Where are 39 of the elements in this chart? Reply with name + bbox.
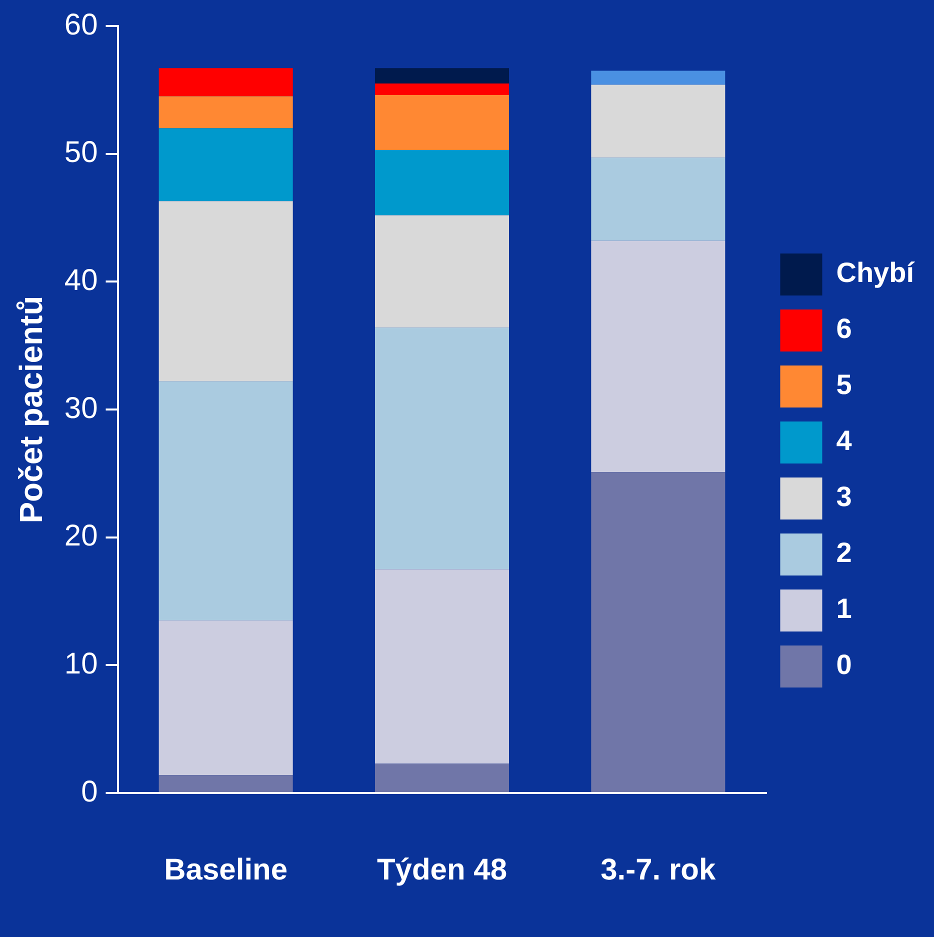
bar [374, 150, 509, 216]
y-tick-label: 40 [64, 264, 98, 297]
bar [158, 775, 293, 792]
bar [158, 381, 293, 620]
bar [158, 96, 293, 128]
bar [374, 68, 509, 84]
bar [591, 240, 726, 472]
legend-label: Chybí [836, 257, 916, 288]
bar [158, 128, 293, 202]
bar [591, 84, 726, 158]
legend-label: 2 [836, 537, 852, 568]
y-tick-label: 50 [64, 136, 98, 170]
legend-label: 1 [836, 593, 852, 624]
legend-label: 5 [836, 369, 852, 400]
x-tick-label: Týden 48 [376, 853, 508, 886]
y-axis-title: Počet pacientů [13, 296, 50, 524]
bar [591, 472, 726, 792]
y-tick-label: 10 [64, 647, 98, 680]
bar [591, 158, 726, 241]
y-tick-label: 30 [64, 392, 98, 425]
legend-label: 3 [836, 481, 852, 512]
y-tick-label: 0 [81, 775, 98, 808]
bar [158, 620, 293, 776]
bar [374, 95, 509, 150]
bar [158, 201, 293, 382]
legend-label: 0 [836, 649, 852, 680]
y-tick-label: 60 [64, 8, 98, 42]
legend-label: 4 [836, 425, 852, 456]
x-tick-label: Baseline [164, 853, 288, 886]
bar [374, 215, 509, 328]
legend-label: 6 [836, 313, 852, 344]
bar [158, 68, 293, 96]
bar [374, 84, 509, 96]
bar [374, 328, 509, 570]
x-tick-label: 3.-7. rok [600, 853, 716, 886]
bar [374, 569, 509, 764]
bar [374, 764, 509, 792]
bar [591, 70, 726, 85]
y-tick-label: 20 [64, 520, 98, 553]
